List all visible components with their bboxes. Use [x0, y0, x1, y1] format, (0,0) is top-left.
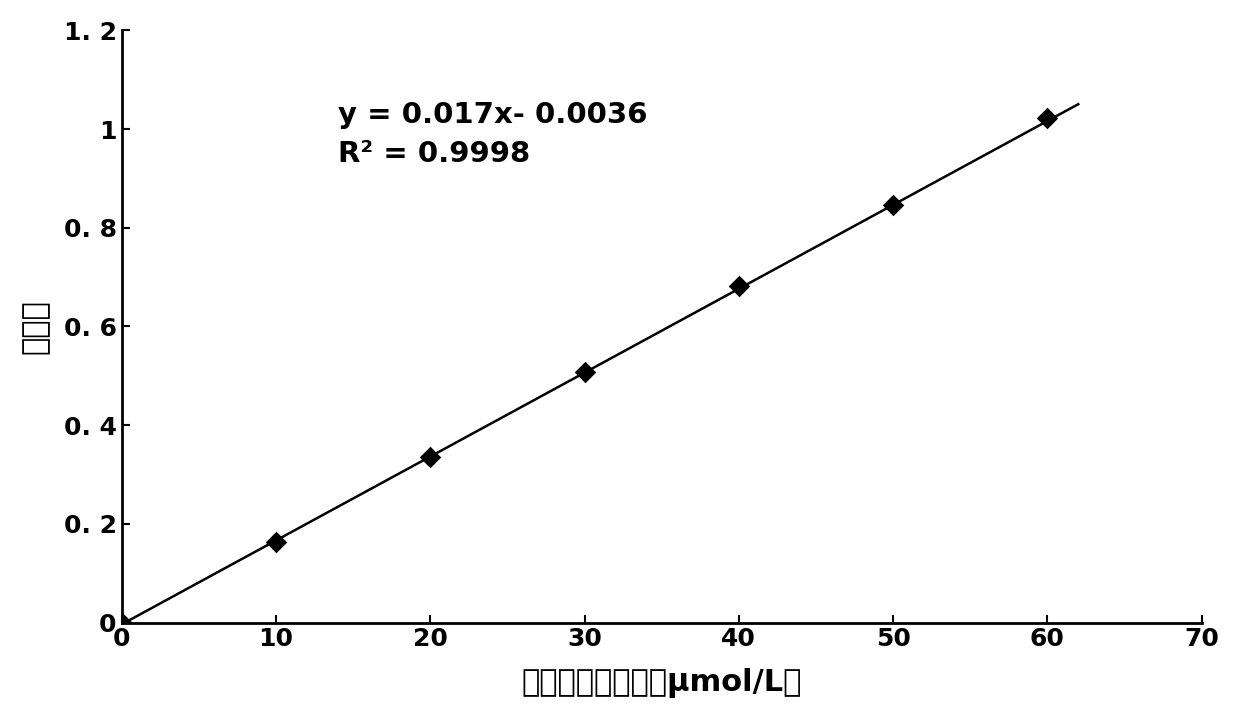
Point: [574, 367, 594, 378]
Y-axis label: 吸光度: 吸光度: [21, 299, 50, 354]
Point: [729, 280, 749, 291]
Point: [265, 536, 285, 548]
Point: [883, 199, 903, 211]
Point: [420, 451, 440, 462]
Text: y = 0.017x- 0.0036
R² = 0.9998: y = 0.017x- 0.0036 R² = 0.9998: [337, 101, 647, 168]
X-axis label: 对硝基苯酚浓度（μmol/L）: 对硝基苯酚浓度（μmol/L）: [522, 668, 802, 698]
Point: [1038, 112, 1058, 124]
Point: [112, 617, 131, 628]
